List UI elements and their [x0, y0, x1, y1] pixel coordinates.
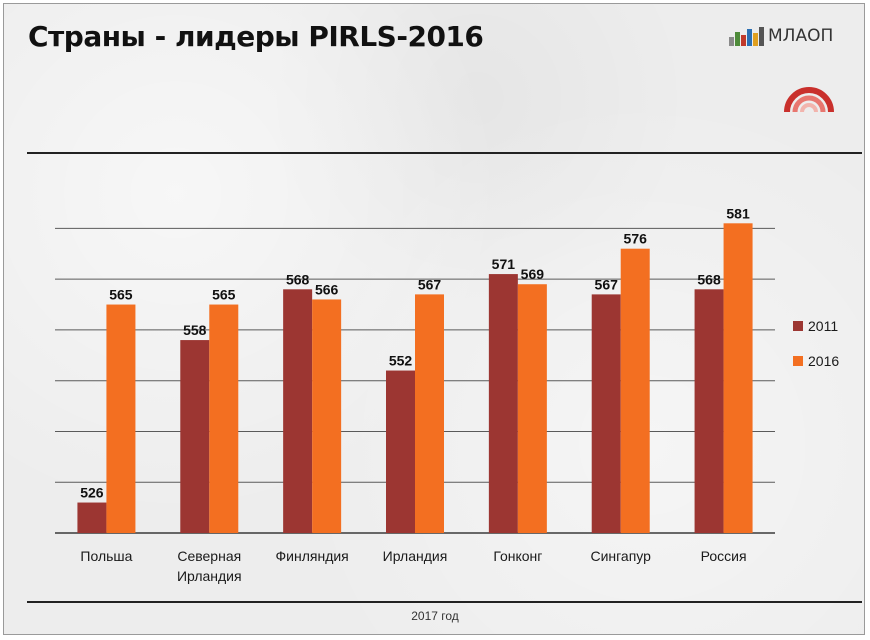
logo-bars-icon [729, 26, 765, 46]
data-label-2011: 558 [183, 322, 207, 338]
bar-2016 [415, 294, 444, 533]
bar-2016 [723, 223, 753, 534]
data-label-2016: 566 [315, 281, 339, 297]
bar-2011 [591, 294, 621, 533]
data-label-2011: 568 [286, 271, 310, 287]
data-label-2011: 568 [697, 271, 721, 287]
bar-2011 [694, 289, 724, 533]
data-label-2011: 552 [389, 353, 413, 369]
legend-swatch-2011 [793, 321, 803, 331]
category-label: Россия [701, 548, 747, 564]
data-label-2011: 571 [492, 256, 516, 272]
data-label-2011: 567 [595, 276, 619, 292]
logo-text: МЛАОП [768, 26, 834, 46]
bar-2016 [209, 304, 239, 533]
bar-2011 [488, 274, 518, 533]
category-label: Северная [177, 548, 241, 564]
data-label-2016: 565 [212, 287, 236, 303]
footer-year: 2017 год [411, 609, 459, 623]
data-label-2016: 576 [624, 231, 648, 247]
data-label-2011: 526 [80, 485, 104, 501]
legend-label-2011: 2011 [808, 318, 838, 334]
legend-swatch-2016 [793, 356, 803, 366]
data-label-2016: 581 [726, 205, 750, 221]
bar-2016 [106, 304, 136, 533]
data-label-2016: 569 [521, 266, 545, 282]
bar-2011 [77, 502, 107, 533]
data-label-2016: 567 [418, 276, 442, 292]
bar-2016 [620, 248, 650, 533]
category-label: Ирландия [383, 548, 448, 564]
bar-2016 [517, 284, 547, 533]
bottom-divider [27, 601, 862, 603]
bar-2016 [312, 299, 342, 533]
data-label-2016: 565 [109, 287, 133, 303]
category-label: Ирландия [177, 568, 242, 584]
category-label: Польша [80, 548, 132, 564]
category-label: Сингапур [590, 548, 651, 564]
bar-2011 [386, 370, 415, 533]
top-divider [27, 152, 862, 154]
chart-title: Страны - лидеры PIRLS-2016 [28, 20, 484, 53]
mlaop-logo: МЛАОП [729, 22, 833, 46]
category-label: Финляндия [276, 548, 349, 564]
legend-label-2016: 2016 [808, 353, 839, 369]
arc-logo-icon [784, 87, 834, 113]
bar-2011 [283, 289, 313, 533]
bar-2011 [180, 340, 210, 533]
category-label: Гонконг [493, 548, 542, 564]
